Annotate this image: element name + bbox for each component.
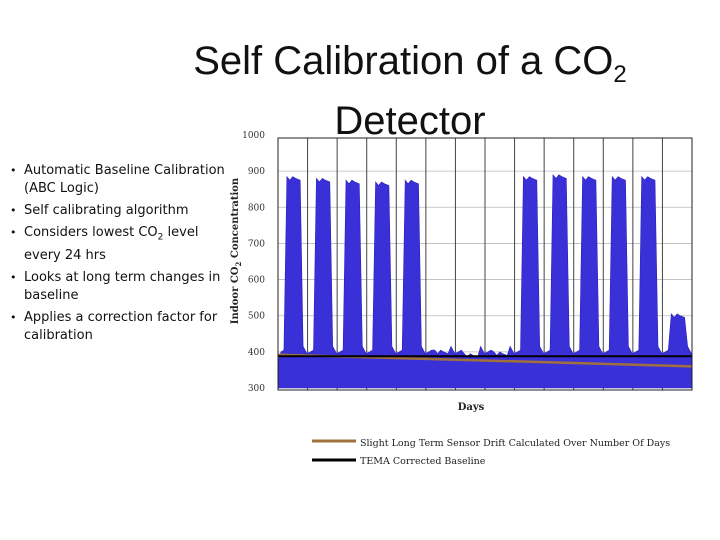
y-tick-label: 300 (248, 384, 265, 394)
title-line-2: Detector (334, 99, 486, 143)
y-tick-label: 900 (248, 167, 265, 177)
bullet-text: level every 24 hrs (24, 225, 199, 263)
legend: Slight Long Term Sensor Drift Calculated… (312, 438, 670, 467)
title-subscript: 2 (613, 61, 627, 88)
chart-area-series (277, 173, 693, 389)
co2-concentration-area (277, 173, 693, 389)
legend-label-corrected: TEMA Corrected Baseline (360, 456, 486, 467)
bullet-item: Automatic Baseline Calibration (ABC Logi… (10, 162, 225, 198)
y-tick-label: 1000 (242, 131, 265, 141)
x-axis-label: Days (458, 402, 485, 413)
bullet-item: Looks at long term changes in baseline (10, 269, 225, 305)
chart-lines (277, 353, 693, 368)
slide-title: Self Calibration of a CO2 Detector (150, 38, 670, 144)
y-tick-label: 600 (248, 276, 265, 286)
legend-label-drift: Slight Long Term Sensor Drift Calculated… (360, 438, 670, 449)
bullet-subscript: 2 (157, 232, 164, 243)
y-tick-label: 400 (248, 348, 265, 358)
y-axis-label: Indoor CO2 Concentration (230, 177, 243, 324)
title-text: Self Calibration of a CO (193, 39, 614, 83)
bullet-item: Considers lowest CO2 level every 24 hrs (10, 224, 225, 265)
y-tick-labels: 1000 900 800 700 600 500 400 300 (242, 131, 265, 394)
bullet-text: Considers lowest CO (24, 225, 158, 240)
plot-frame (277, 137, 693, 391)
y-tick-label: 500 (248, 312, 265, 322)
bullet-list: Automatic Baseline Calibration (ABC Logi… (10, 162, 225, 349)
bullet-item: Applies a correction factor for calibrat… (10, 309, 225, 345)
bullet-item: Self calibrating algorithm (10, 202, 225, 220)
y-tick-label: 800 (248, 203, 265, 213)
y-tick-label: 700 (248, 239, 265, 249)
